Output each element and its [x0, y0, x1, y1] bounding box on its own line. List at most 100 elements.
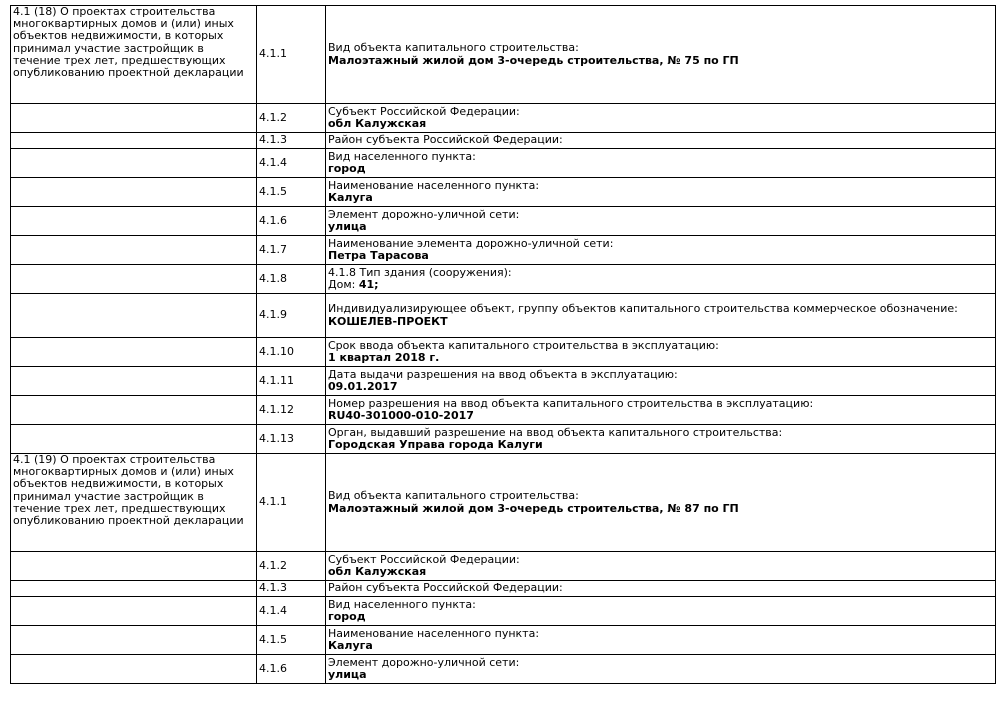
section-title-cell [10, 206, 257, 236]
item-value: Малоэтажный жилой дом 3-очередь строител… [328, 53, 993, 67]
item-value-text: обл Калужская [328, 565, 427, 578]
table-row: 4.1 (19) О проектах строительства многок… [10, 453, 996, 552]
table-row: 4.1.6 Элемент дорожно-уличной сети: улица [10, 654, 996, 684]
table-row: 4.1.5 Наименование населенного пункта: Кал… [10, 177, 996, 207]
table-row: 4.1.6 Элемент дорожно-уличной сети: улица [10, 206, 996, 236]
item-number: 4.1.6 [256, 206, 326, 236]
item-content: Элемент дорожно-уличной сети: улица [325, 654, 996, 684]
table-row: 4.1.10 Срок ввода объекта капитального ст… [10, 337, 996, 367]
item-value-prefix: Дом: [328, 278, 359, 291]
item-content: Орган, выдавший разрешение на ввод объек… [325, 424, 996, 454]
section-title-cell [10, 625, 257, 655]
item-number: 4.1.3 [256, 132, 326, 149]
item-number: 4.1.3 [256, 580, 326, 597]
item-value: обл Калужская [328, 565, 993, 578]
item-content: Наименование населенного пункта: Калуга [325, 177, 996, 207]
table-row: 4.1.9 Индивидуализирующее объект, группу … [10, 293, 996, 338]
item-value-text: Петра Тарасова [328, 249, 429, 262]
item-value-text: улица [328, 668, 367, 681]
item-value-text: Калуга [328, 639, 373, 652]
item-value: Городская Управа города Калуги [328, 438, 993, 451]
item-value-text: обл Калужская [328, 117, 427, 130]
section-title-cell [10, 337, 257, 367]
item-content: Дата выдачи разрешения на ввод объекта в… [325, 366, 996, 396]
item-number: 4.1.13 [256, 424, 326, 454]
section-title-cell [10, 366, 257, 396]
item-number: 4.1.12 [256, 395, 326, 425]
item-value-text: Малоэтажный жилой дом 3-очередь строител… [328, 53, 739, 67]
section-title-cell [10, 148, 257, 178]
item-label: Элемент дорожно-уличной сети: [328, 655, 520, 669]
item-value: город [328, 162, 993, 175]
section-title-cell: 4.1 (19) О проектах строительства многок… [10, 453, 257, 552]
item-content: Номер разрешения на ввод объекта капитал… [325, 395, 996, 425]
item-value-text: 41; [358, 278, 379, 291]
item-label: Наименование населенного пункта: [328, 626, 540, 640]
item-label: Элемент дорожно-уличной сети: [328, 207, 520, 221]
item-content: Вид объекта капитального строительства: М… [325, 5, 996, 104]
item-number: 4.1.5 [256, 177, 326, 207]
item-value: 1 квартал 2018 г. [328, 351, 993, 364]
table-row: 4.1.7 Наименование элемента дорожно-уличн… [10, 235, 996, 265]
table-row: 4.1.3 Район субъекта Российской Федерации… [10, 132, 996, 149]
item-content: Наименование населенного пункта: Калуга [325, 625, 996, 655]
item-number: 4.1.9 [256, 293, 326, 338]
item-content: Срок ввода объекта капитального строител… [325, 337, 996, 367]
item-value: RU40-301000-010-2017 [328, 409, 993, 422]
item-number: 4.1.11 [256, 366, 326, 396]
item-value-text: Городская Управа города Калуги [328, 438, 543, 451]
table-row: 4.1.11 Дата выдачи разрешения на ввод объ… [10, 366, 996, 396]
section-title-cell [10, 654, 257, 684]
item-label: Вид объекта капитального строительства: [328, 489, 579, 503]
item-content: Индивидуализирующее объект, группу объек… [325, 293, 996, 338]
section-title-cell [10, 551, 257, 581]
item-label: Вид населенного пункта: [328, 149, 476, 163]
item-number: 4.1.7 [256, 235, 326, 265]
section-title-cell [10, 596, 257, 626]
section-title-cell: 4.1 (18) О проектах строительства многок… [10, 5, 257, 104]
item-label: Район субъекта Российской Федерации: [328, 581, 563, 595]
item-number: 4.1.2 [256, 551, 326, 581]
table-row: 4.1.3 Район субъекта Российской Федерации… [10, 580, 996, 597]
item-value: Петра Тарасова [328, 249, 993, 262]
item-value: 09.01.2017 [328, 380, 993, 393]
declaration-table: 4.1 (18) О проектах строительства многок… [10, 5, 996, 684]
section-title-cell [10, 580, 257, 597]
item-number: 4.1.10 [256, 337, 326, 367]
item-value-text: Калуга [328, 191, 373, 204]
table-row: 4.1.4 Вид населенного пункта: город [10, 596, 996, 626]
section-title-cell [10, 132, 257, 149]
item-number: 4.1.1 [256, 453, 326, 552]
item-label: Номер разрешения на ввод объекта капитал… [328, 396, 814, 410]
item-value: Дом: 41; [328, 278, 993, 291]
item-number: 4.1.5 [256, 625, 326, 655]
item-number: 4.1.1 [256, 5, 326, 104]
item-number: 4.1.6 [256, 654, 326, 684]
item-label: Орган, выдавший разрешение на ввод объек… [328, 425, 783, 439]
table-row: 4.1.13 Орган, выдавший разрешение на ввод… [10, 424, 996, 454]
item-value: Калуга [328, 639, 993, 652]
section-title-cell [10, 177, 257, 207]
item-content: Район субъекта Российской Федерации: [325, 580, 996, 597]
table-row: 4.1.4 Вид населенного пункта: город [10, 148, 996, 178]
item-label: Срок ввода объекта капитального строител… [328, 338, 719, 352]
item-content: Вид объекта капитального строительства: М… [325, 453, 996, 552]
table-row: 4.1.2 Субъект Российской Федерации: обл Ка… [10, 103, 996, 133]
item-number: 4.1.2 [256, 103, 326, 133]
table-row: 4.1.8 4.1.8 Тип здания (сооружения): Дом: … [10, 264, 996, 294]
table-row: 4.1 (18) О проектах строительства многок… [10, 5, 996, 104]
item-number: 4.1.4 [256, 148, 326, 178]
item-content: Элемент дорожно-уличной сети: улица [325, 206, 996, 236]
item-value: КОШЕЛЕВ-ПРОЕКТ [328, 315, 993, 328]
item-label: Дата выдачи разрешения на ввод объекта в… [328, 367, 678, 381]
item-number: 4.1.8 [256, 264, 326, 294]
item-value-text: город [328, 162, 366, 175]
table-row: 4.1.5 Наименование населенного пункта: Кал… [10, 625, 996, 655]
section-title-cell [10, 395, 257, 425]
item-value-text: RU40-301000-010-2017 [328, 409, 474, 422]
item-value: Малоэтажный жилой дом 3-очередь строител… [328, 502, 993, 515]
section-title-cell [10, 235, 257, 265]
table-row: 4.1.12 Номер разрешения на ввод объекта к… [10, 395, 996, 425]
item-content: Вид населенного пункта: город [325, 148, 996, 178]
item-content: Наименование элемента дорожно-уличной се… [325, 235, 996, 265]
